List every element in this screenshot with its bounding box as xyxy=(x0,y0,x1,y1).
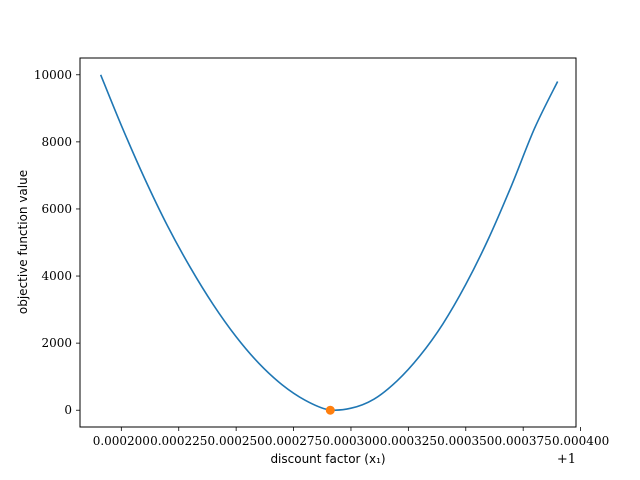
plot-area xyxy=(80,58,576,427)
minimum-point-marker xyxy=(325,405,335,415)
x-tick-label: 0.000200 xyxy=(93,434,150,448)
y-tick-label: 4000 xyxy=(41,269,72,283)
x-tick-label: 0.000350 xyxy=(437,434,494,448)
plot-frame xyxy=(79,57,577,428)
y-tick-label: 6000 xyxy=(41,202,72,216)
x-tick-label: 0.000225 xyxy=(150,434,207,448)
x-axis-label: discount factor (x₁) xyxy=(270,452,385,466)
y-tick-label: 8000 xyxy=(41,135,72,149)
y-tick-label: 10000 xyxy=(34,68,72,82)
x-tick-label: 0.000375 xyxy=(495,434,552,448)
y-tick-label: 2000 xyxy=(41,336,72,350)
y-axis-ticks: 0 2000 4000 6000 8000 10000 xyxy=(34,68,80,417)
x-tick-label: 0.000400 xyxy=(552,434,609,448)
x-tick-label: 0.000300 xyxy=(322,434,379,448)
x-tick-label: 0.000250 xyxy=(208,434,265,448)
y-tick-label: 0 xyxy=(64,403,72,417)
plot-content xyxy=(99,74,559,415)
x-axis-ticks: 0.000200 0.000225 0.000250 0.000275 0.000300… xyxy=(93,427,609,448)
plot-series xyxy=(99,74,559,415)
x-tick-label: 0.000325 xyxy=(380,434,437,448)
x-axis-offset-label: +1 xyxy=(557,452,576,467)
x-tick-label: 0.000275 xyxy=(265,434,322,448)
y-axis-label: objective function value xyxy=(16,170,30,314)
